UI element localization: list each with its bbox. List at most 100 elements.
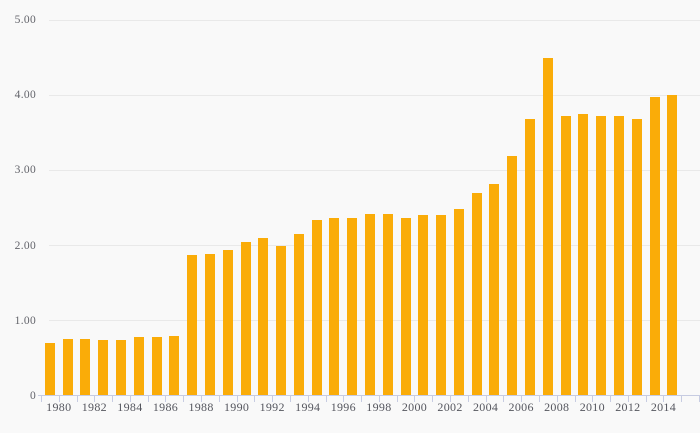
x-axis-tick (112, 396, 114, 402)
bar-1992[interactable] (258, 238, 269, 396)
x-axis-tick (272, 396, 274, 402)
bar-1998[interactable] (365, 214, 375, 396)
x-axis-tick-label-1994: 1994 (295, 400, 321, 414)
x-axis-tick (467, 396, 469, 402)
y-axis-tick-label: 5.00 (14, 14, 36, 26)
x-axis-line (38, 395, 700, 396)
x-axis-tick-label-2010: 2010 (579, 400, 605, 414)
x-axis-tick (503, 396, 505, 402)
x-axis-tick-label-2008: 2008 (544, 400, 570, 414)
gridline-3.00 (49, 169, 700, 171)
x-axis-tick (610, 396, 612, 402)
y-axis-tick-label: 1.00 (14, 314, 36, 327)
x-axis-tick (574, 396, 576, 402)
x-axis-tick-label-1980: 1980 (46, 400, 72, 414)
bar-2006[interactable] (507, 156, 518, 396)
x-axis-tick-label-1990: 1990 (224, 400, 250, 414)
bar-1990[interactable] (222, 250, 233, 396)
bar-2012[interactable] (613, 116, 624, 396)
plot-area (41, 20, 699, 396)
bar-1983[interactable] (98, 339, 109, 396)
bar-1993[interactable] (276, 245, 287, 396)
x-axis-labels: 1980 1982 1984 1986 1988 1990 1992 1994 1996 1998… (41, 400, 699, 415)
x-axis-tick (378, 396, 380, 402)
y-axis-tick-label: 3.00 (14, 164, 36, 177)
x-axis-tick-label-2002: 2002 (437, 400, 463, 414)
bar-2003[interactable] (453, 208, 464, 396)
bar-2007[interactable] (525, 118, 536, 396)
x-axis-tick (41, 396, 42, 402)
x-axis-tick (521, 396, 523, 402)
y-axis-tick-label: 0 (29, 390, 36, 402)
x-axis-tick (663, 396, 665, 402)
x-axis-tick (645, 396, 647, 402)
x-axis-tick (289, 396, 291, 402)
bar-1995[interactable] (311, 220, 322, 396)
bar-1981[interactable] (62, 338, 73, 396)
bar-2009[interactable] (560, 116, 571, 396)
x-axis-tick (129, 396, 131, 402)
x-axis-ticks (41, 396, 700, 402)
x-axis-tick (254, 396, 256, 402)
x-axis-tick (361, 396, 363, 402)
bar-2004[interactable] (471, 192, 482, 396)
x-axis-tick-label-1982: 1982 (81, 400, 107, 414)
bar-1989[interactable] (204, 253, 215, 396)
x-axis-tick-label-2006: 2006 (508, 400, 534, 414)
x-axis-tick-label-1998: 1998 (366, 400, 392, 414)
x-axis-tick (432, 396, 434, 402)
gridline-5.00 (49, 19, 700, 21)
bar-2015[interactable] (667, 95, 678, 396)
x-axis-tick (201, 396, 203, 402)
y-axis-tick-label: 2.00 (14, 239, 36, 252)
bar-1994[interactable] (293, 233, 304, 396)
y-axis: 5.00 4.00 3.00 2.00 1.00 0 (0, 14, 36, 402)
x-axis-tick (147, 396, 149, 402)
bar-1982[interactable] (80, 338, 91, 396)
x-axis-tick (58, 396, 60, 402)
x-axis-tick-label-1996: 1996 (330, 400, 356, 414)
x-axis-tick-label-1992: 1992 (259, 400, 285, 414)
x-axis-tick (538, 396, 540, 402)
bar-2000[interactable] (400, 217, 411, 396)
x-axis-tick (414, 396, 416, 402)
x-axis-tick-label-1986: 1986 (152, 400, 179, 414)
bar-1984[interactable] (116, 339, 127, 396)
x-axis-tick-label-1984: 1984 (117, 400, 143, 414)
x-axis-tick (556, 396, 558, 402)
bar-2008[interactable] (542, 58, 553, 396)
bar-2010[interactable] (578, 114, 589, 396)
bar-2014[interactable] (649, 96, 660, 396)
bar-2002[interactable] (436, 214, 447, 396)
x-axis-tick (236, 396, 238, 402)
bar-1986[interactable] (151, 337, 162, 396)
x-axis-tick (627, 396, 629, 402)
x-axis-tick (307, 396, 309, 402)
x-axis-tick (165, 396, 167, 402)
bar-2011[interactable] (596, 116, 607, 396)
bar-1985[interactable] (133, 337, 144, 396)
bar-2001[interactable] (418, 214, 429, 396)
bar-1988[interactable] (187, 255, 198, 396)
x-axis-tick (218, 396, 220, 402)
gridline-4.00 (49, 94, 700, 96)
x-axis-tick (343, 396, 345, 402)
bar-1980[interactable] (44, 343, 55, 396)
x-axis-tick (485, 396, 487, 402)
x-axis-tick (76, 396, 78, 402)
bar-1999[interactable] (382, 214, 393, 396)
bar-2005[interactable] (489, 183, 500, 396)
x-axis-tick-label-2000: 2000 (401, 400, 428, 414)
x-axis-tick-label-2014: 2014 (650, 400, 677, 414)
bar-1996[interactable] (329, 217, 340, 396)
bar-1987[interactable] (169, 335, 180, 396)
x-axis-tick (325, 396, 327, 402)
y-axis-tick-label: 4.00 (14, 89, 36, 102)
x-axis-tick (183, 396, 185, 402)
bar-1997[interactable] (347, 217, 358, 396)
bar-1991[interactable] (240, 241, 251, 396)
x-axis-tick (681, 396, 683, 402)
x-axis-tick (396, 396, 398, 402)
bar-2013[interactable] (631, 119, 642, 396)
